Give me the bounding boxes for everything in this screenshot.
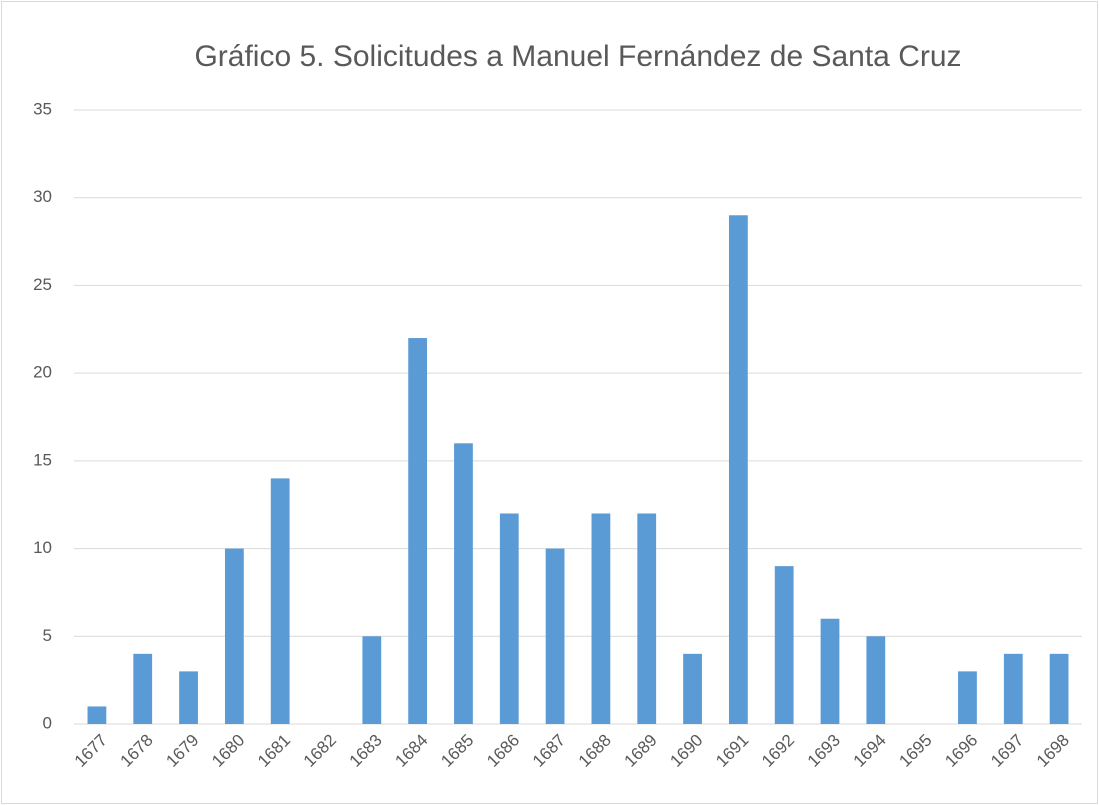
y-tick-label: 25 <box>33 275 52 294</box>
y-tick-label: 15 <box>33 450 52 469</box>
y-tick-label: 20 <box>33 363 52 382</box>
y-tick-label: 35 <box>33 99 52 118</box>
bar <box>1049 653 1069 724</box>
bar <box>499 513 519 724</box>
bar <box>958 671 977 724</box>
bar <box>545 548 565 724</box>
bar <box>408 338 428 724</box>
chart-title: Gráfico 5. Solicitudes a Manuel Fernánde… <box>194 40 961 73</box>
bar <box>728 215 748 724</box>
bar <box>179 671 198 724</box>
bar <box>362 636 382 724</box>
y-tick-label: 5 <box>43 626 52 645</box>
bar <box>133 653 153 724</box>
bar <box>637 513 657 724</box>
bar <box>224 548 244 724</box>
bar <box>454 443 473 724</box>
bar <box>683 653 702 724</box>
bar <box>87 706 107 724</box>
y-tick-label: 0 <box>43 713 52 732</box>
y-tick-label: 30 <box>33 187 52 206</box>
bar <box>270 478 290 724</box>
bar <box>1003 653 1023 724</box>
bar <box>820 618 840 724</box>
bar <box>866 636 886 724</box>
bar <box>591 513 611 724</box>
y-tick-label: 10 <box>33 538 52 557</box>
bar <box>774 566 794 724</box>
